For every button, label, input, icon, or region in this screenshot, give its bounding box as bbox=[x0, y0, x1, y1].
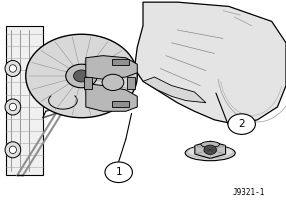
Ellipse shape bbox=[185, 145, 235, 161]
Ellipse shape bbox=[187, 146, 233, 158]
Polygon shape bbox=[143, 77, 206, 103]
Ellipse shape bbox=[9, 103, 16, 111]
Bar bbox=[112, 59, 129, 65]
Text: J9321-1: J9321-1 bbox=[233, 188, 265, 197]
FancyBboxPatch shape bbox=[6, 26, 43, 175]
Circle shape bbox=[105, 162, 132, 183]
Polygon shape bbox=[195, 141, 226, 158]
Polygon shape bbox=[134, 2, 286, 124]
Ellipse shape bbox=[9, 65, 16, 72]
Ellipse shape bbox=[201, 141, 219, 147]
Circle shape bbox=[102, 74, 124, 91]
Circle shape bbox=[66, 64, 97, 88]
Text: 1: 1 bbox=[115, 167, 122, 177]
Circle shape bbox=[74, 70, 90, 82]
Ellipse shape bbox=[9, 146, 16, 154]
Polygon shape bbox=[86, 83, 137, 111]
Circle shape bbox=[204, 145, 217, 155]
Bar bbox=[112, 101, 129, 107]
Polygon shape bbox=[86, 56, 137, 79]
Bar bbox=[84, 77, 92, 89]
Bar bbox=[127, 77, 135, 89]
Ellipse shape bbox=[5, 99, 21, 115]
Ellipse shape bbox=[5, 60, 21, 77]
Circle shape bbox=[228, 114, 255, 134]
Text: 2: 2 bbox=[238, 119, 245, 129]
Circle shape bbox=[26, 34, 137, 118]
Ellipse shape bbox=[5, 142, 21, 158]
